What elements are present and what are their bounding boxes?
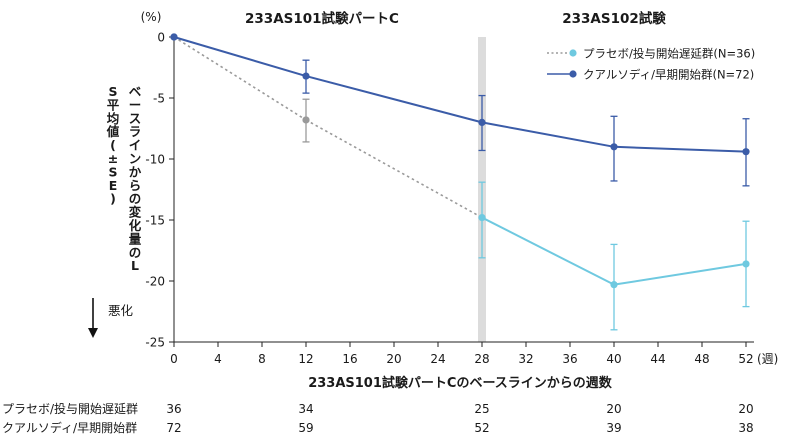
series-0-point: [302, 116, 310, 124]
series-1-point: [478, 118, 486, 126]
y-tick-label: -20: [145, 275, 165, 289]
legend-label-1: クアルソディ/早期開始群(N=72): [583, 68, 754, 82]
y-tick-label: -10: [145, 153, 165, 167]
x-tick-label: 16: [342, 352, 357, 366]
x-tick-label: 40: [606, 352, 621, 366]
legend-marker-1: [569, 70, 577, 78]
worse-arrowhead-icon: [88, 328, 98, 338]
at-risk-count: 38: [738, 421, 753, 435]
series-0-point: [478, 213, 486, 222]
at-risk-row-label: プラセボ/投与開始遅延群: [2, 401, 138, 416]
legend: プラセボ/投与開始遅延群(N=36) クアルソディ/早期開始群(N=72): [547, 47, 755, 82]
x-tick-label: 24: [430, 352, 445, 366]
series-1-segment: [481, 121, 615, 148]
series-0-segment: [613, 262, 747, 286]
x-tick-label: 32: [518, 352, 533, 366]
legend-marker-0: [569, 49, 577, 57]
y-tick-label: -15: [145, 214, 165, 228]
y-tick-label: -5: [153, 92, 165, 106]
series-0-segment: [481, 216, 615, 286]
series-1-point: [742, 148, 750, 156]
series-1-segment: [173, 36, 307, 77]
at-risk-row-label: クアルソディ/早期開始群: [2, 420, 137, 435]
series-1-segment: [305, 75, 483, 124]
at-risk-count: 36: [166, 402, 181, 416]
at-risk-count: 72: [166, 421, 181, 435]
x-tick-label: 8: [258, 352, 266, 366]
series-0-point: [610, 281, 618, 289]
x-tick-label: 48: [694, 352, 709, 366]
y-unit-label: (%): [141, 10, 162, 24]
legend-label-0: プラセボ/投与開始遅延群(N=36): [583, 47, 755, 61]
x-tick-label: 28: [474, 352, 489, 366]
series-group: [170, 33, 750, 331]
series-0-segment: [173, 36, 307, 121]
series-0-segment: [305, 119, 483, 219]
x-axis-title: 233AS101試験パートCのベースラインからの週数: [308, 375, 613, 391]
section-label-part-c: 233AS101試験パートC: [245, 10, 399, 27]
x-tick-label: 44: [650, 352, 665, 366]
x-tick-label: 52: [738, 352, 753, 366]
x-tick-label: 12: [298, 352, 313, 366]
series-1-point: [170, 33, 178, 41]
series-1-segment: [613, 145, 747, 153]
at-risk-count: 20: [606, 402, 621, 416]
series-0-point: [742, 260, 750, 268]
y-axis-title: ベースラインからの変化量の LS 平均値(± S E): [106, 84, 142, 273]
x-tick-label: 4: [214, 352, 222, 366]
series-1-point: [610, 143, 618, 151]
series-1-point: [302, 72, 310, 80]
at-risk-count: 25: [474, 402, 489, 416]
axes-group: 0-5-10-15-20-250 4 8 12 16 20 24 28 32 36 40 44 48 52: [145, 31, 754, 366]
section-label-102: 233AS102試験: [562, 10, 666, 27]
at-risk-count: 20: [738, 402, 753, 416]
at-risk-count: 34: [298, 402, 313, 416]
at-risk-table: プラセボ/投与開始遅延群 36 34 25 20 20 クアルソディ/早期開始群 72 59 52…: [2, 401, 754, 435]
at-risk-count: 39: [606, 421, 621, 435]
x-unit-label: (週): [757, 352, 778, 366]
x-tick-label: 36: [562, 352, 577, 366]
text-group: (%) (週) 233AS101試験パートC 233AS102試験 233AS101試験…: [88, 10, 778, 391]
y-tick-label: -25: [145, 336, 165, 350]
x-tick-label: 0: [170, 352, 178, 366]
at-risk-count: 52: [474, 421, 489, 435]
y-tick-label: 0: [157, 31, 165, 45]
worse-label: 悪化: [108, 303, 134, 318]
at-risk-count: 59: [298, 421, 313, 435]
x-tick-label: 20: [386, 352, 401, 366]
